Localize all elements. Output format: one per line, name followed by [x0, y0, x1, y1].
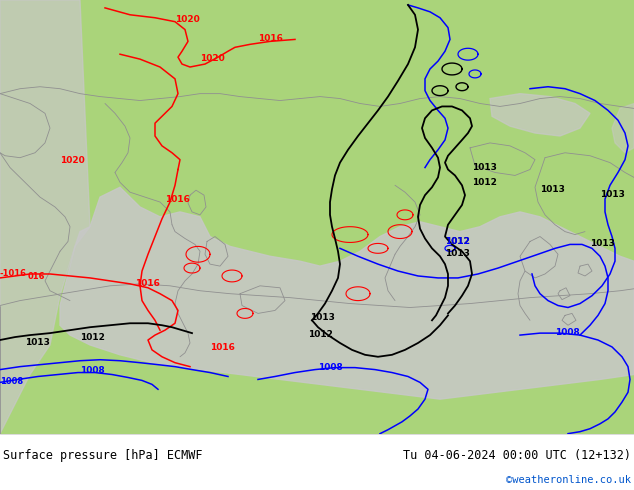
Text: ©weatheronline.co.uk: ©weatheronline.co.uk: [506, 475, 631, 486]
Text: 1016: 1016: [210, 343, 235, 352]
Text: 1008: 1008: [0, 377, 23, 387]
Text: Tu 04-06-2024 00:00 UTC (12+132): Tu 04-06-2024 00:00 UTC (12+132): [403, 449, 631, 463]
Text: 1008: 1008: [80, 366, 105, 374]
Text: 1013: 1013: [590, 240, 615, 248]
Text: 1008: 1008: [318, 363, 343, 371]
Text: 1013: 1013: [445, 249, 470, 258]
Text: 1012: 1012: [308, 330, 333, 339]
Text: 1020: 1020: [175, 15, 200, 24]
Text: 1012: 1012: [80, 333, 105, 342]
Text: 1016: 1016: [258, 34, 283, 44]
Text: 016: 016: [28, 272, 46, 281]
Text: 1013: 1013: [600, 190, 625, 199]
Polygon shape: [612, 103, 634, 153]
Polygon shape: [0, 0, 90, 434]
Polygon shape: [490, 94, 590, 136]
Text: 1012: 1012: [445, 238, 470, 246]
Text: 1016: 1016: [135, 279, 160, 288]
Text: Surface pressure [hPa] ECMWF: Surface pressure [hPa] ECMWF: [3, 449, 203, 463]
Text: 1013: 1013: [540, 185, 565, 194]
Text: 1020: 1020: [200, 54, 224, 63]
Text: 1013: 1013: [310, 313, 335, 322]
Text: 1013: 1013: [472, 163, 497, 172]
Text: 1012: 1012: [472, 178, 497, 187]
Text: 1016: 1016: [165, 195, 190, 204]
Text: -1016: -1016: [0, 269, 27, 278]
Text: 1013: 1013: [25, 338, 50, 347]
Text: 1012: 1012: [445, 238, 470, 246]
Text: 1020: 1020: [60, 156, 85, 165]
Text: 1008: 1008: [555, 328, 579, 337]
Polygon shape: [60, 187, 634, 399]
